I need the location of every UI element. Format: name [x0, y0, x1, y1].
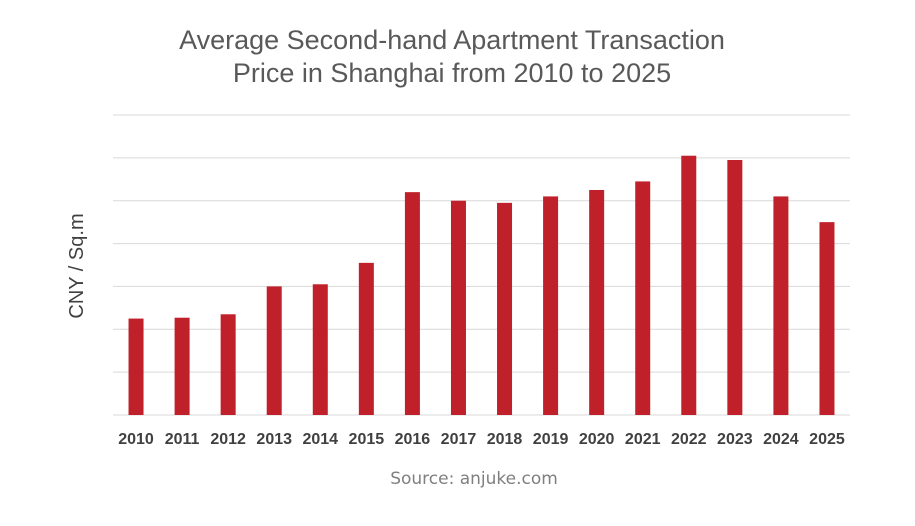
x-tick-2014: 2014 [302, 431, 338, 448]
x-tick-2019: 2019 [533, 431, 569, 448]
bar-2011 [174, 317, 190, 415]
x-tick-2021: 2021 [625, 431, 661, 448]
bar-2019 [543, 196, 559, 415]
chart-title-line-2: Price in Shanghai from 2010 to 2025 [233, 58, 671, 88]
x-tick-2011: 2011 [165, 431, 200, 448]
x-tick-2010: 2010 [118, 431, 154, 448]
x-tick-2015: 2015 [349, 431, 385, 448]
x-tick-2022: 2022 [671, 431, 707, 448]
x-tick-2024: 2024 [763, 431, 799, 448]
x-tick-2017: 2017 [441, 431, 477, 448]
x-tick-2018: 2018 [487, 431, 523, 448]
x-tick-2016: 2016 [395, 431, 431, 448]
x-tick-2025: 2025 [809, 431, 845, 448]
bar-2025 [819, 222, 835, 415]
x-tick-labels: 2010 2011 2012 2013 2014 2015 2016 2017 2018 2019… [118, 431, 845, 448]
chart-title-line-1: Average Second-hand Apartment Transactio… [179, 25, 725, 55]
x-tick-2012: 2012 [210, 431, 246, 448]
bar-2014 [312, 284, 328, 415]
bar-2022 [681, 155, 697, 415]
bar-2023 [727, 160, 743, 415]
bar-2018 [497, 202, 513, 415]
bar-2021 [635, 181, 651, 415]
bar-2016 [404, 192, 420, 415]
bar-2020 [589, 190, 605, 415]
y-axis-label: CNY / Sq.m [66, 213, 88, 318]
gridlines [113, 114, 850, 416]
bar-2013 [266, 286, 282, 415]
bars [128, 155, 835, 415]
bar-2015 [358, 262, 374, 415]
x-tick-2020: 2020 [579, 431, 615, 448]
x-tick-2023: 2023 [717, 431, 753, 448]
bar-2017 [450, 200, 466, 415]
bar-2012 [220, 314, 236, 415]
x-tick-2013: 2013 [256, 431, 292, 448]
bar-2024 [773, 196, 789, 415]
bar-2010 [128, 318, 144, 415]
source-note: Source: anjuke.com [390, 469, 558, 489]
